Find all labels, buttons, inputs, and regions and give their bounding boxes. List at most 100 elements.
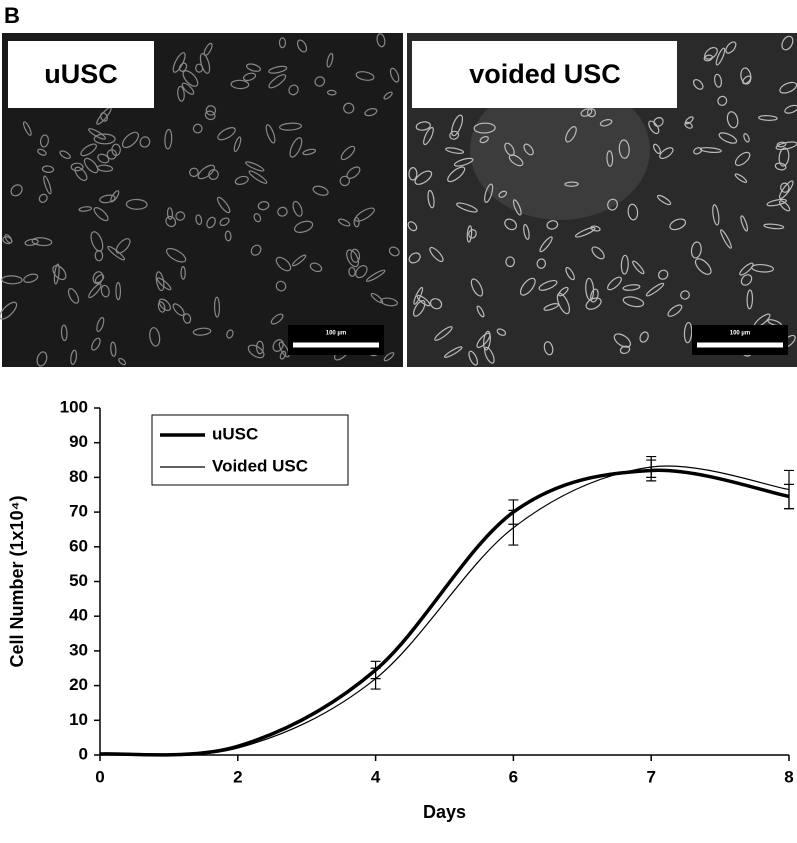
x-tick-label: 2 (233, 767, 242, 786)
cell (574, 226, 596, 238)
cell (180, 266, 186, 280)
cell (158, 298, 171, 312)
cell (288, 84, 299, 96)
label-box (412, 41, 677, 108)
cell (523, 223, 530, 240)
series-line (99, 468, 790, 757)
cell (115, 238, 131, 254)
cell (470, 278, 484, 297)
cell (296, 39, 308, 53)
cell (585, 277, 595, 301)
cell (74, 166, 88, 182)
cell (165, 247, 187, 263)
cell (717, 95, 728, 106)
cell (41, 165, 55, 173)
y-tick-label: 90 (69, 432, 88, 451)
cell (383, 352, 395, 362)
cell (622, 296, 645, 308)
cell (546, 220, 559, 230)
cell (590, 288, 599, 303)
cell (22, 121, 32, 136)
cell (479, 136, 489, 144)
cell (279, 122, 303, 131)
cell (93, 207, 109, 222)
cell (125, 198, 148, 210)
cell (476, 332, 491, 349)
cell (482, 330, 491, 351)
x-tick-label: 0 (95, 767, 104, 786)
cell (279, 350, 287, 360)
cell (277, 206, 288, 217)
cell (580, 108, 593, 117)
cell (182, 70, 199, 87)
cell (24, 238, 39, 246)
x-axis-title: Days (423, 802, 466, 822)
cell (667, 304, 683, 317)
cell (226, 329, 234, 339)
cell (192, 123, 203, 134)
cell (523, 143, 534, 156)
cell (204, 110, 216, 121)
cell (427, 189, 435, 209)
cell (91, 337, 101, 351)
cell (416, 294, 431, 307)
cell (31, 237, 53, 247)
cell (496, 328, 507, 336)
cell (217, 127, 236, 141)
cell (272, 339, 284, 352)
cell (414, 170, 433, 185)
image-label: voided USC (469, 59, 621, 89)
error-bar (370, 667, 381, 690)
cell (739, 262, 754, 276)
glow (470, 80, 650, 220)
y-tick-label: 70 (69, 502, 88, 521)
cell (346, 249, 360, 268)
cell (165, 215, 177, 228)
cell (250, 244, 262, 256)
cell (97, 153, 110, 164)
cell (268, 65, 288, 74)
panel-label: B (4, 3, 20, 28)
cell (564, 181, 579, 187)
cell (213, 296, 221, 318)
cell (166, 207, 174, 220)
cell (656, 194, 672, 206)
cell (558, 286, 569, 297)
legend (151, 414, 349, 486)
cell (740, 67, 752, 85)
cell (718, 132, 738, 144)
cell (645, 282, 665, 297)
cell (67, 287, 80, 304)
y-tick-label: 0 (79, 744, 88, 763)
cell (52, 265, 67, 281)
cell (268, 74, 287, 89)
image-label: uUSC (44, 59, 118, 89)
cell (88, 283, 102, 299)
cell (234, 175, 249, 185)
cell (110, 341, 117, 357)
cell (648, 120, 660, 135)
cell (504, 218, 517, 231)
cell (443, 346, 463, 358)
cell (314, 76, 326, 87)
cell (364, 108, 378, 117)
cell (774, 162, 787, 171)
cell (429, 246, 444, 263)
cell (224, 230, 232, 242)
y-tick-label: 30 (69, 640, 88, 659)
cell (36, 351, 48, 367)
cell (96, 164, 114, 172)
cell (23, 273, 39, 283)
cell (43, 175, 52, 195)
cell (684, 121, 693, 129)
cell (337, 218, 351, 227)
cell (195, 214, 203, 226)
cell (449, 130, 460, 140)
cell (538, 279, 558, 291)
cell (778, 147, 790, 167)
cell (156, 277, 172, 291)
cell (155, 271, 165, 292)
cell (197, 164, 216, 180)
cell (508, 154, 524, 167)
cell (164, 128, 173, 150)
